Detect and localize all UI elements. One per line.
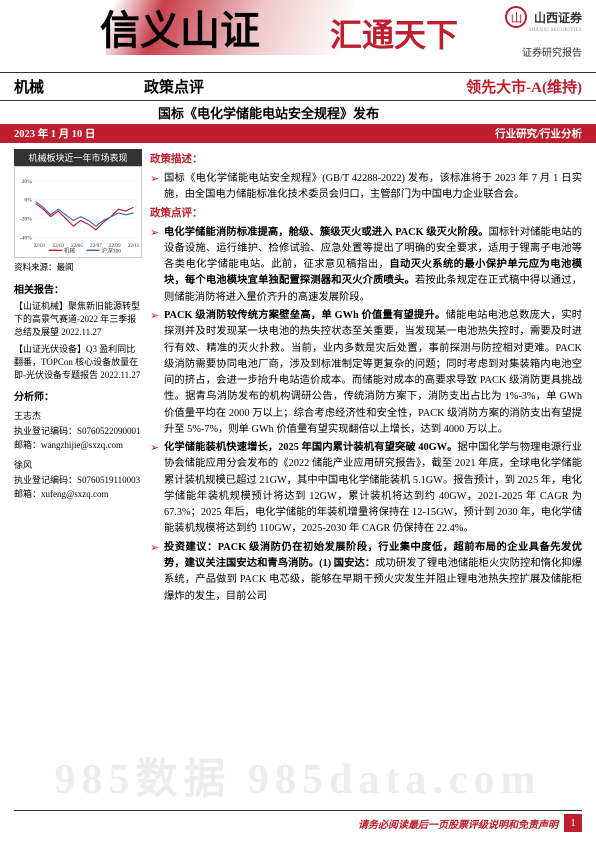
title-bar: 机械 政策点评 领先大市-A(维持)	[0, 72, 596, 101]
arrow-icon: ➢	[150, 540, 164, 605]
bullet-2: ➢ PACK 级消防较传统方案壁垒高，单 GWh 价值量有望提升。储能电站电池总…	[150, 308, 582, 438]
related-head: 相关报告：	[14, 281, 142, 296]
date-bar: 2023 年 1 月 10 日 行业研究/行业分析	[0, 124, 596, 143]
svg-text:20%: 20%	[22, 179, 33, 185]
svg-text:-40%: -40%	[20, 235, 32, 241]
analyst-1: 王志杰 执业登记编码：S0760522090001 邮箱：wangzhijie@…	[14, 409, 142, 452]
arrow-icon: ➢	[150, 171, 164, 204]
analyst-head: 分析师：	[14, 388, 142, 403]
related-report-2: 【山证光伏设备】Q3 盈利同比翻番，TOPCon 核心设备放量在即-光伏设备专题…	[14, 343, 142, 382]
main-content: 政策描述： ➢ 国标《电化学储能电站安全规程》(GB/T 42288-2022)…	[150, 149, 582, 607]
rating: 领先大市-A(维持)	[466, 76, 582, 97]
sidebar: 机械板块近一年市场表现 20% 0% -20% -40% 22	[14, 149, 150, 607]
policy-desc-head: 政策描述：	[150, 152, 582, 169]
doc-type: 政策点评	[144, 76, 466, 97]
report-category: 行业研究/行业分析	[495, 126, 582, 141]
svg-text:-20%: -20%	[20, 216, 32, 222]
svg-text:22/03: 22/03	[52, 243, 64, 249]
arrow-icon: ➢	[150, 225, 164, 306]
policy-comment-head: 政策点评：	[150, 206, 582, 223]
svg-text:22/07: 22/07	[90, 243, 102, 249]
report-type: 证券研究报告	[522, 44, 582, 59]
related-report-1: 【山证机械】聚焦新旧能源转型下的高景气赛道-2022 年三季报总结及展望 202…	[14, 300, 142, 339]
svg-text:机械: 机械	[64, 246, 76, 254]
arrow-icon: ➢	[150, 308, 164, 438]
policy-desc-text: 国标《电化学储能电站安全规程》(GB/T 42288-2022) 发布，该标准将…	[164, 171, 582, 204]
analyst-2: 徐风 执业登记编码：S0760519110003 邮箱：xufeng@sxzq.…	[14, 458, 142, 501]
report-date: 2023 年 1 月 10 日	[14, 126, 95, 141]
industry-label: 机械	[14, 76, 144, 97]
bullet-4: ➢ 投资建议：PACK 级消防仍在初始发展阶段，行业集中度低，超前布局的企业具备…	[150, 540, 582, 605]
chart-svg: 20% 0% -20% -40% 22/01 22/03 22/05	[15, 167, 141, 257]
slogan-black: 信义山证	[100, 0, 260, 56]
analyst-name: 王志杰	[14, 409, 142, 423]
footer: 请务必阅读最后一页股票评级说明和免责声明 1	[14, 810, 582, 832]
analyst-name: 徐风	[14, 458, 142, 472]
logo-block: 山 山西证券 SHANXI SECURITIES	[505, 6, 582, 33]
page-number: 1	[564, 814, 582, 832]
watermark: 985数据 985data.com	[0, 745, 596, 806]
bullet-3: ➢ 化学储能装机快速增长，2025 年国内累计装机有望突破 40GW。据中国化学…	[150, 440, 582, 538]
bullet-1: ➢ 电化学储能消防标准提高，舱级、簇级灭火或进入 PACK 级灭火阶段。国标针对…	[150, 225, 582, 306]
svg-text:0%: 0%	[24, 198, 32, 204]
chart-source: 资料来源：最闻	[14, 261, 142, 273]
svg-text:22/11: 22/11	[128, 243, 140, 249]
slogan-red: 汇通天下	[330, 10, 458, 56]
header-banner: 信义山证 汇通天下 山 山西证券 SHANXI SECURITIES 证券研究报…	[0, 0, 596, 72]
svg-text:22/01: 22/01	[34, 243, 46, 249]
series-machinery	[36, 204, 134, 230]
logo-icon: 山	[505, 6, 527, 28]
logo-sub: SHANXI SECURITIES	[505, 28, 582, 33]
svg-text:沪深300: 沪深300	[102, 246, 122, 254]
arrow-icon: ➢	[150, 440, 164, 538]
subtitle: 国标《电化学储能电站安全规程》发布	[0, 101, 596, 124]
performance-chart: 20% 0% -20% -40% 22/01 22/03 22/05	[14, 166, 142, 258]
logo-text: 山西证券	[534, 11, 582, 25]
disclaimer: 请务必阅读最后一页股票评级说明和免责声明	[358, 816, 558, 831]
chart-title: 机械板块近一年市场表现	[14, 149, 142, 166]
